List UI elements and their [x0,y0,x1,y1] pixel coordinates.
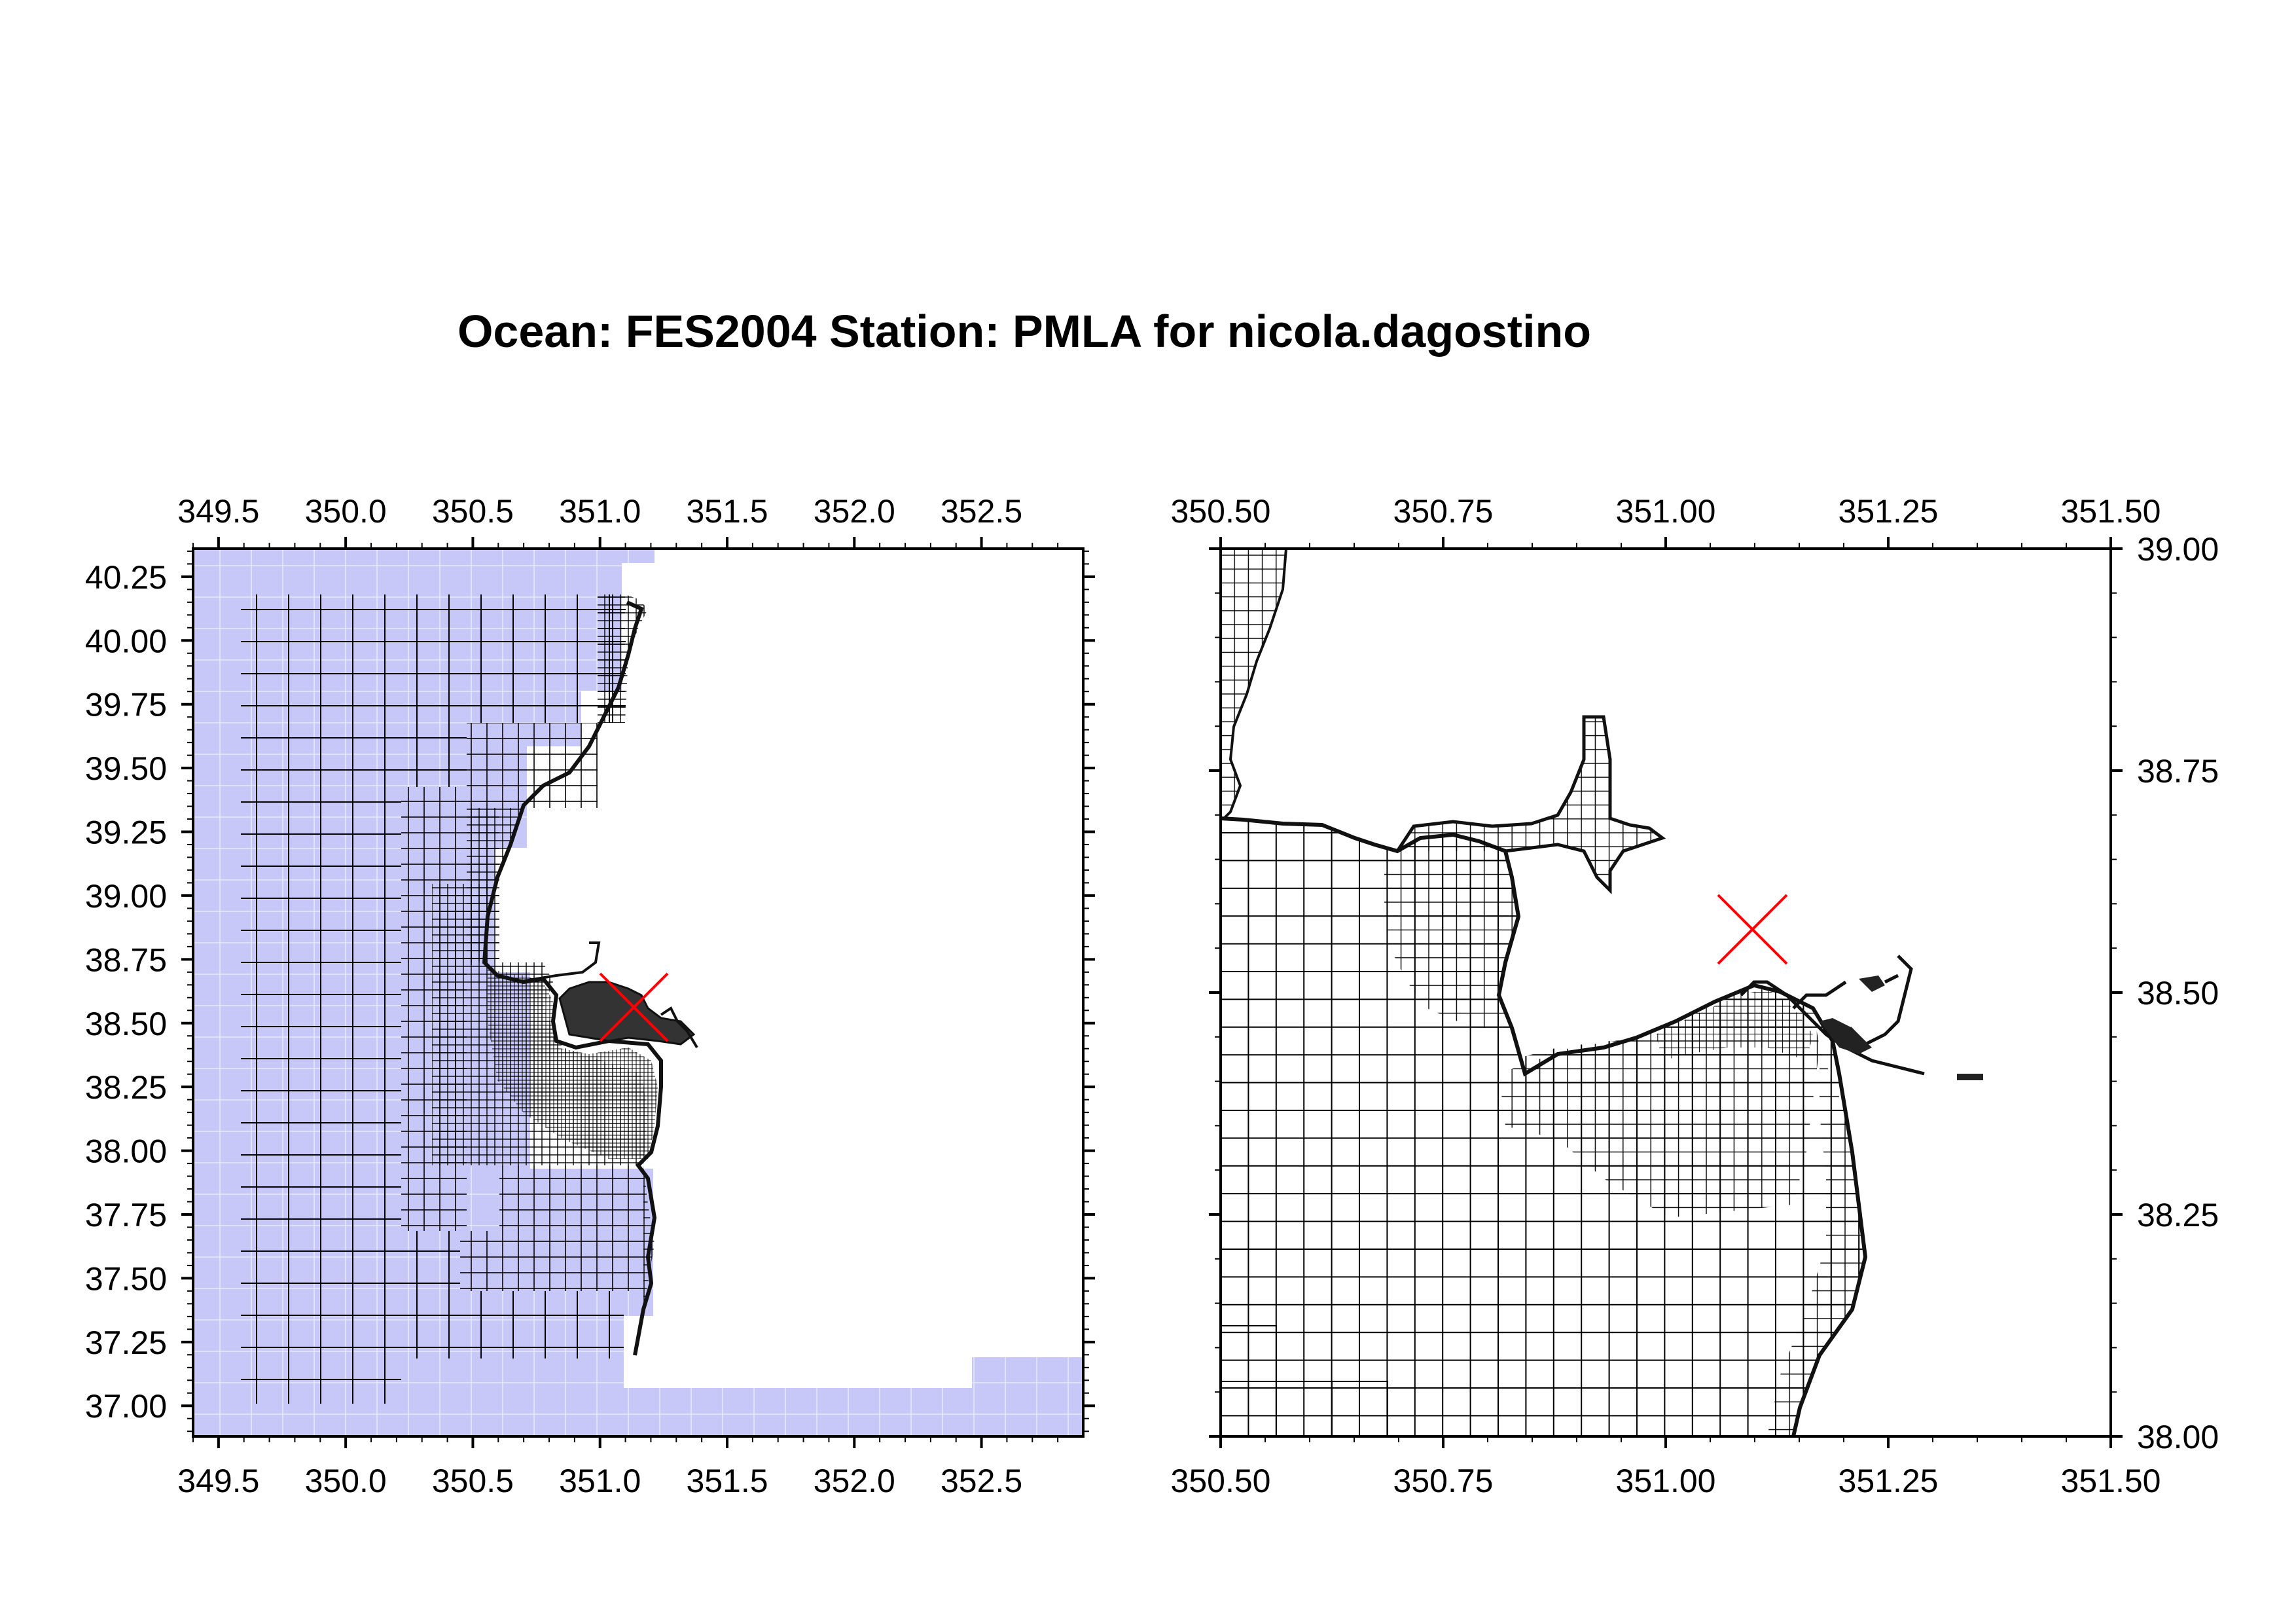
left-x-tick-label: 350.0 [305,1463,387,1499]
right-x-tick-label: 351.25 [1839,493,1939,530]
right-y-tick-label: 38.75 [2137,753,2219,790]
coarse-cells [241,594,626,1404]
coastline [482,600,663,1356]
left-x-tick-label: 349.5 [177,1463,259,1499]
left-x-tick-label: 350.5 [432,1463,514,1499]
right-x-tick-label: 350.75 [1393,1463,1494,1499]
right-map: 350.50 350.50 350.75 350.75 351.00 351.00 351.… [1171,493,2219,1499]
station-marker [599,972,669,1042]
left-y-tick-label: 38.75 [85,941,167,978]
right-x-tick-label: 350.50 [1171,1463,1271,1499]
left-x-tick-label: 352.5 [941,493,1022,530]
northern-river [1395,715,1666,895]
right-x-tick-label: 350.75 [1393,493,1494,530]
left-y-tick-label: 38.25 [85,1069,167,1106]
coastal-fine-cells [1384,838,1518,1028]
eastern-edge-fine-cells [1767,1048,1865,1436]
left-y-tick-label: 40.25 [85,559,167,596]
eastern-estuary [1740,955,1925,1076]
left-y-tick-label: 39.25 [85,814,167,851]
right-x-tick-label: 351.50 [2061,1463,2161,1499]
very-fine-cells [488,969,658,1159]
left-y-tick-label: 37.50 [85,1260,167,1297]
right-map-tick-labels: 350.50 350.50 350.75 350.75 351.00 351.00 351.… [1171,493,2219,1499]
left-y-tick-label: 40.00 [85,623,167,659]
left-y-tick-label: 39.00 [85,878,167,915]
left-map: 349.5 349.5 350.0 350.0 350.5 350.5 351.0 351.0… [85,493,1095,1499]
right-x-tick-label: 351.00 [1616,1463,1716,1499]
left-y-tick-label: 38.50 [85,1006,167,1042]
left-x-tick-label: 351.0 [559,493,641,530]
figure-title: Ocean: FES2004 Station: PMLA for nicola.… [457,306,1591,357]
left-map-frame [192,547,1085,1438]
coastline [1221,816,1868,1436]
station-marker [1717,894,1788,965]
right-y-tick-label: 38.00 [2137,1419,2219,1455]
left-x-tick-label: 351.0 [559,1463,641,1499]
left-y-tick-label: 37.75 [85,1197,167,1233]
left-x-tick-label: 350.5 [432,493,514,530]
left-y-tick-label: 39.75 [85,687,167,723]
river-inlet [516,941,698,1049]
right-y-tick-label: 38.50 [2137,975,2219,1012]
right-y-tick-label: 38.25 [2137,1197,2219,1233]
left-x-tick-label: 350.0 [305,493,387,530]
left-x-tick-label: 352.0 [814,493,895,530]
left-map-ticks [181,537,1095,1448]
left-y-tick-label: 39.50 [85,750,167,787]
left-x-tick-label: 351.5 [686,1463,768,1499]
coastal-very-fine-cells [1656,989,1813,1061]
estuary-fill [1820,976,1983,1080]
left-x-tick-label: 352.0 [814,1463,895,1499]
left-y-tick-label: 38.00 [85,1133,167,1170]
left-x-tick-label: 352.5 [941,1463,1022,1499]
right-map-ticks [1209,537,2123,1448]
right-x-tick-label: 350.50 [1171,493,1271,530]
right-x-tick-label: 351.00 [1616,493,1716,530]
southwest-large-cells [1221,1325,1388,1436]
right-x-tick-label: 351.50 [2061,493,2161,530]
right-x-tick-label: 351.25 [1839,1463,1939,1499]
left-x-tick-label: 351.5 [686,493,768,530]
left-y-tick-label: 37.25 [85,1324,167,1361]
left-x-tick-label: 349.5 [177,493,259,530]
northwest-ocean-cells [1221,549,1288,820]
right-y-tick-label: 39.00 [2137,531,2219,568]
left-map-tick-labels: 349.5 349.5 350.0 350.0 350.5 350.5 351.0 351.0… [85,493,1022,1499]
left-y-tick-label: 37.00 [85,1388,167,1425]
